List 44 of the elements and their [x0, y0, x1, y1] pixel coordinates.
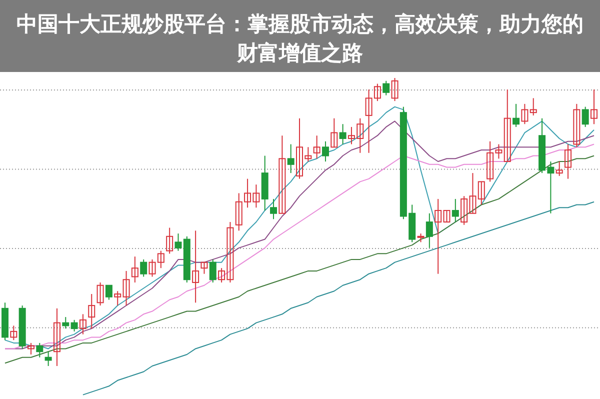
candlestick	[530, 98, 537, 116]
candlestick	[27, 342, 34, 355]
candlestick	[122, 270, 130, 306]
candlestick	[62, 316, 70, 330]
candlestick	[478, 181, 485, 206]
candlestick	[339, 124, 346, 145]
candlestick	[278, 135, 286, 214]
candlestick	[166, 227, 174, 254]
candlestick	[573, 103, 580, 148]
candlestick	[70, 319, 78, 332]
candlestick	[36, 342, 44, 358]
candlestick	[582, 106, 589, 128]
candlestick	[287, 144, 294, 174]
candlestick	[452, 198, 459, 222]
candlestick	[270, 198, 278, 220]
candlestick	[209, 258, 216, 283]
candlestick	[200, 262, 208, 274]
candlestick	[114, 290, 122, 306]
candlestick	[512, 103, 520, 128]
candlestick	[556, 161, 563, 176]
candlestick	[504, 89, 511, 162]
candlestick	[131, 256, 138, 283]
candlestick	[174, 233, 182, 252]
candlestick	[88, 294, 96, 330]
candlestick	[192, 230, 200, 304]
candlestick	[44, 351, 52, 366]
candlestick	[105, 284, 112, 300]
chart-title: 中国十大正规炒股平台：掌握股市动态，高效决策，助力您的财富增值之路	[16, 12, 584, 65]
candlestick	[140, 258, 148, 278]
candlestick	[590, 89, 598, 125]
candlestick	[443, 210, 450, 222]
candlestick	[313, 135, 320, 160]
candlestick	[79, 314, 86, 335]
candlestick	[434, 198, 442, 274]
candlestick	[53, 308, 60, 366]
candlestick	[322, 140, 329, 162]
candlestick	[391, 78, 398, 102]
candlestick	[96, 282, 104, 306]
candlestick	[330, 118, 338, 148]
candlestick	[564, 144, 572, 180]
candlestick	[521, 103, 528, 125]
candlestick	[10, 325, 18, 341]
candlestick	[426, 212, 433, 248]
candlestick	[382, 80, 390, 96]
